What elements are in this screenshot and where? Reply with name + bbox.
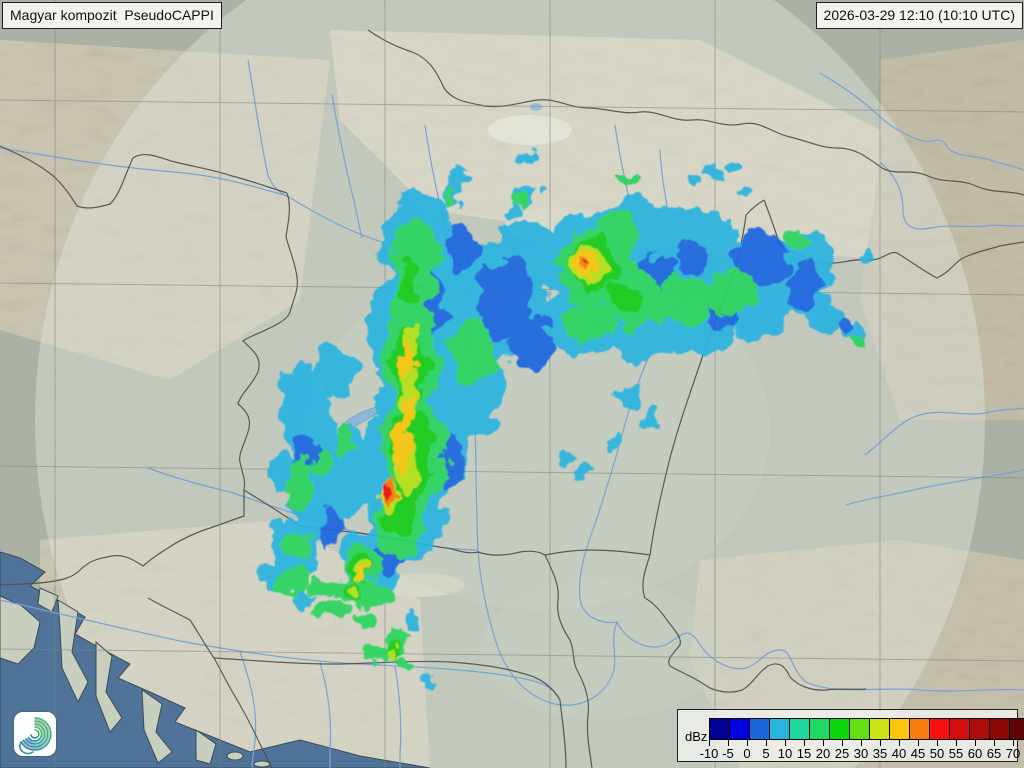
legend-tick-label: 20: [815, 746, 831, 761]
legend-color-cell: [889, 718, 910, 740]
legend-tick-mark: [899, 740, 900, 746]
legend-tick-label: 65: [986, 746, 1002, 761]
legend-tick-label: 40: [891, 746, 907, 761]
legend-tick-label: 30: [853, 746, 869, 761]
legend-unit-label: dBz: [685, 729, 708, 744]
legend-tick-mark: [937, 740, 938, 746]
legend-tick-label: 5: [762, 746, 770, 761]
legend-tick-label: 50: [929, 746, 945, 761]
legend-color-cell: [809, 718, 830, 740]
legend-color-cell: [989, 718, 1010, 740]
legend-color-cell: [929, 718, 950, 740]
legend-colorbar: [709, 718, 1024, 740]
legend-tick-mark: [728, 740, 729, 746]
adriatic-sea: [0, 551, 431, 768]
legend-color-cell: [969, 718, 990, 740]
legend-tick-mark: [747, 740, 748, 746]
legend-color-cell: [869, 718, 890, 740]
legend-tick-mark: [918, 740, 919, 746]
legend-color-cell: [769, 718, 790, 740]
legend-color-cell: [749, 718, 770, 740]
legend-tick-label: 15: [796, 746, 812, 761]
legend-tick-mark: [994, 740, 995, 746]
timestamp: 2026-03-29 12:10 (10:10 UTC): [815, 2, 1023, 30]
legend-tick-label: 25: [834, 746, 850, 761]
legend-color-cell: [709, 718, 730, 740]
legend-tick-mark: [956, 740, 957, 746]
legend-ticks: -10 -5 0 5 10 15 20 25 30 35 40 45 50 55 60 65 70: [700, 740, 1020, 762]
legend-tick-label: 60: [967, 746, 983, 761]
legend-color-cell: [789, 718, 810, 740]
legend-color-cell: [829, 718, 850, 740]
legend-tick-mark: [785, 740, 786, 746]
legend-tick-mark: [1013, 740, 1014, 746]
legend-tick-label: -5: [722, 746, 734, 761]
legend-tick-label: 70: [1005, 746, 1021, 761]
met-service-logo: [14, 712, 56, 756]
legend-color-cell: [1009, 718, 1024, 740]
legend-tick-mark: [709, 740, 710, 746]
spiral-logo-icon: [19, 717, 52, 755]
legend-tick-mark: [823, 740, 824, 746]
product-title: Magyar kompozit PseudoCAPPI: [2, 2, 222, 30]
legend-tick-label: 35: [872, 746, 888, 761]
legend-tick-label: 45: [910, 746, 926, 761]
legend-color-cell: [949, 718, 970, 740]
legend-tick-mark: [975, 740, 976, 746]
legend-color-cell: [729, 718, 750, 740]
legend-color-cell: [849, 718, 870, 740]
legend-tick-mark: [766, 740, 767, 746]
legend-tick-label: 0: [743, 746, 751, 761]
legend-tick-mark: [880, 740, 881, 746]
legend-tick-label: 55: [948, 746, 964, 761]
legend-tick-mark: [804, 740, 805, 746]
radar-echoes: [262, 147, 870, 686]
legend-tick-mark: [861, 740, 862, 746]
dbz-legend: dBz -10 -5 0 5 10 15 20 25 30 35 40 45 50 55 60 65 70: [677, 709, 1024, 762]
echo-layer-red: [384, 263, 586, 500]
legend-tick-mark: [842, 740, 843, 746]
legend-tick-label: -10: [699, 746, 719, 761]
legend-tick-label: 10: [777, 746, 793, 761]
legend-color-cell: [909, 718, 930, 740]
